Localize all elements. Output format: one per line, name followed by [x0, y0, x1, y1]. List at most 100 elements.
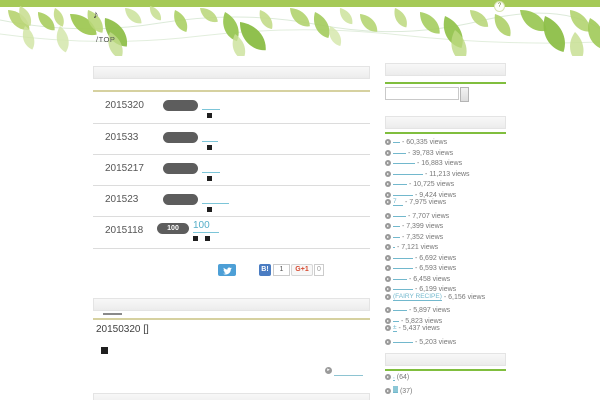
view-count: - 6,458 views	[407, 275, 451, 283]
search-box	[385, 87, 506, 102]
post-row: 2015320	[93, 92, 370, 124]
popular-post-link[interactable]	[393, 178, 407, 185]
view-count: - 6,199 views	[413, 286, 457, 293]
view-count: - 16,883 views	[415, 160, 463, 167]
image-placeholder-square	[207, 207, 212, 212]
popular-post-link[interactable]	[393, 231, 400, 238]
archive-count: (64)	[394, 374, 410, 381]
view-count: - 6,156 views	[441, 293, 486, 301]
sidebar-search-header	[385, 63, 506, 76]
popular-post-link[interactable]	[393, 157, 415, 164]
archive-link[interactable]: ,	[393, 373, 395, 381]
archives-header	[385, 353, 506, 366]
image-placeholder-square	[207, 113, 212, 118]
arrow-circle-icon: ▸	[385, 223, 391, 229]
view-count: - 10,725 views	[407, 181, 455, 188]
view-count: - 7,975 views	[403, 199, 447, 206]
sidebar-green-divider-3	[385, 369, 506, 371]
popular-post-item: ▸ - 7,352 views	[385, 231, 506, 242]
popular-post-item: ▸ - 7,121 views	[385, 241, 506, 252]
leaf-banner-art	[0, 0, 600, 56]
popular-post-link[interactable]	[393, 168, 423, 175]
arrow-circle-icon: ▸	[385, 199, 391, 205]
post-date: 201533	[105, 132, 139, 143]
arrow-circle-icon: ▸	[385, 139, 391, 145]
cjk-glyph-box	[393, 385, 398, 392]
post-badge	[163, 194, 198, 205]
post-row: 2015217	[93, 155, 370, 186]
image-placeholder-square	[205, 236, 210, 241]
archive-item: ▸ (37)	[385, 385, 506, 398]
site-header: ♪ /TOP ?	[0, 0, 600, 56]
hatena-bookmark-count: 1	[273, 264, 290, 276]
view-count: - 7,399 views	[400, 223, 444, 230]
popular-post-link[interactable]	[393, 210, 406, 217]
popular-post-link[interactable]: ±	[393, 324, 397, 332]
popular-post-link[interactable]	[393, 283, 413, 290]
arrow-circle-icon: ▸	[385, 338, 391, 345]
arrow-circle-icon: ▸	[385, 293, 391, 300]
popular-post-item: ▸ - 7,399 views	[385, 220, 506, 231]
search-button[interactable]	[460, 87, 469, 102]
title-divider	[93, 90, 370, 92]
popular-post-item: ▸ - 6,199 views	[385, 283, 506, 294]
popular-post-link[interactable]	[393, 336, 413, 343]
popular-post-link[interactable]: 7	[393, 198, 403, 206]
arrow-circle-icon: ▸	[385, 191, 391, 198]
post-link[interactable]	[202, 161, 220, 173]
view-count: - 7,352 views	[400, 233, 444, 241]
popular-post-item: ▸ - 5,823 views	[385, 315, 506, 326]
popular-post-item: ▸ - 11,213 views	[385, 168, 506, 179]
post-link[interactable]	[202, 98, 220, 110]
google-plus-count: 0	[314, 264, 324, 276]
sidebar: ▸ - 60,335 views ▸ - 39,783 views ▸ - 16,8…	[385, 63, 506, 400]
popular-post-link[interactable]	[393, 315, 399, 322]
twitter-bird-icon	[223, 267, 232, 275]
view-count: - 11,213 views	[423, 170, 470, 178]
popular-post-link[interactable]	[393, 220, 400, 227]
arrow-circle-icon: ▸	[385, 254, 391, 261]
hatena-bookmark-button[interactable]: B!	[259, 264, 271, 276]
post2-title-bar	[93, 298, 370, 311]
view-count: - 6,692 views	[413, 254, 457, 262]
popular-post-item: ▸ ± - 5,437 views	[385, 324, 506, 336]
twitter-share-button[interactable]	[218, 264, 236, 276]
popular-post-item: ▸ - 39,783 views	[385, 147, 506, 158]
popular-post-link[interactable]	[393, 252, 413, 259]
image-placeholder-square	[193, 236, 198, 241]
popular-post-link[interactable]	[393, 241, 395, 248]
next-post-title-bar	[93, 393, 370, 400]
post-link[interactable]	[202, 130, 218, 142]
nav-top-link[interactable]: /TOP	[96, 35, 116, 44]
post2-title-link[interactable]	[103, 313, 122, 315]
popular-post-item: ▸ - 6,692 views	[385, 252, 506, 263]
popular-post-link[interactable]	[393, 304, 407, 311]
google-plus-one-button[interactable]: G+1	[291, 264, 313, 276]
arrow-circle-icon: ▸	[385, 317, 391, 324]
popular-post-link[interactable]	[393, 136, 400, 143]
post-link[interactable]	[202, 192, 229, 204]
arrow-circle-icon: ▸	[385, 149, 391, 156]
popular-post-item: ▸ (FAIRY RECIPE) - 6,156 views	[385, 292, 506, 305]
popular-post-link[interactable]	[393, 273, 407, 280]
image-placeholder-square	[207, 176, 212, 181]
popular-post-link[interactable]: (FAIRY RECIPE)	[393, 292, 442, 301]
search-input[interactable]	[385, 87, 459, 100]
post-link[interactable]: 100	[193, 221, 219, 233]
arrow-circle-icon: ▸	[325, 367, 332, 374]
archive-item: ▸, (64)	[385, 373, 506, 386]
post-badge	[163, 132, 198, 143]
post-title-bar	[93, 66, 370, 79]
popular-post-link[interactable]	[393, 262, 413, 269]
archive-link[interactable]	[393, 385, 398, 393]
popular-post-item: ▸ - 6,458 views	[385, 273, 506, 284]
popular-post-link[interactable]	[393, 189, 413, 196]
post2-divider	[93, 318, 370, 320]
popular-post-item: ▸ - 9,424 views	[385, 189, 506, 200]
view-count: - 5,897 views	[407, 307, 451, 314]
popular-post-link[interactable]	[393, 147, 406, 154]
popular-post-item: ▸ 7 - 7,975 views	[385, 198, 506, 210]
post-badge	[163, 163, 198, 174]
view-count: - 39,783 views	[406, 149, 454, 157]
